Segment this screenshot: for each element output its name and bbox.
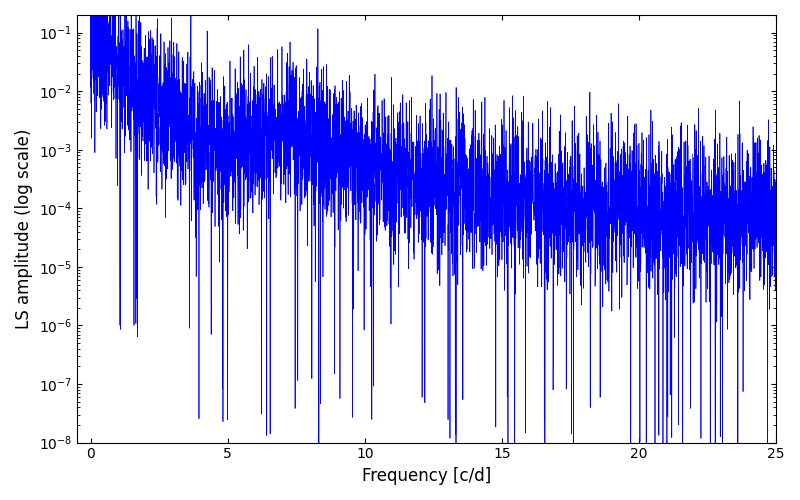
X-axis label: Frequency [c/d]: Frequency [c/d]: [362, 467, 491, 485]
Y-axis label: LS amplitude (log scale): LS amplitude (log scale): [15, 128, 33, 329]
